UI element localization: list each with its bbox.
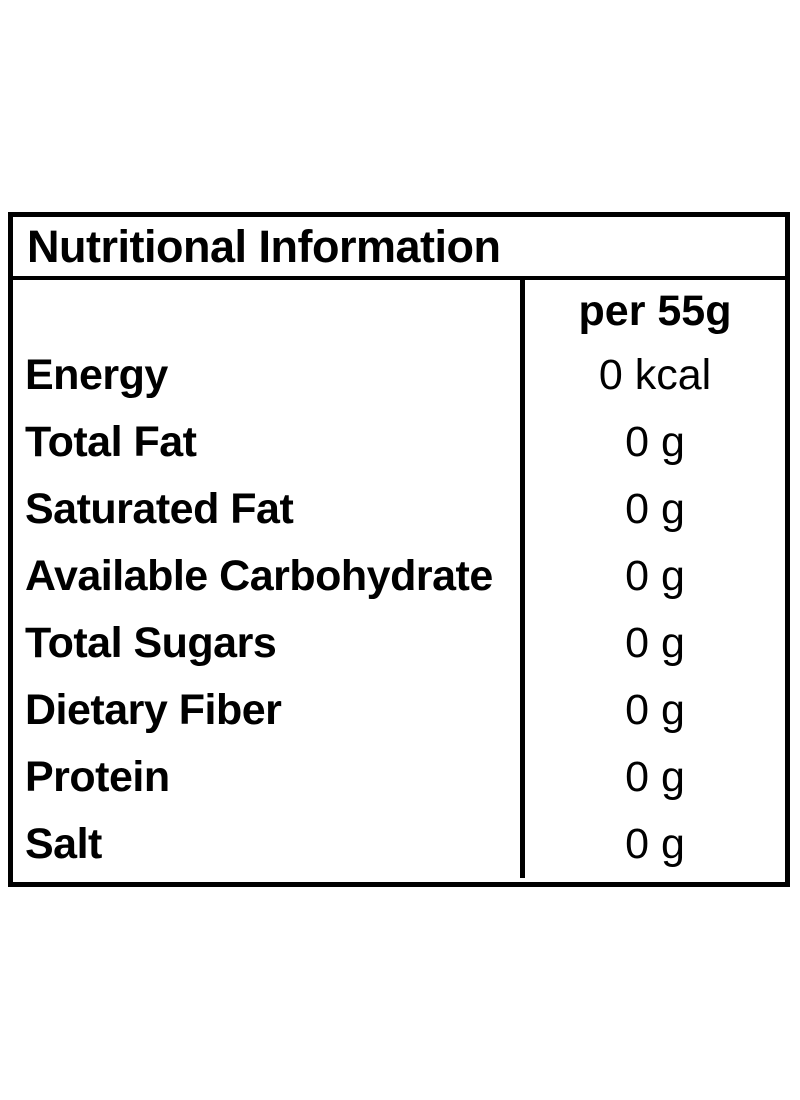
row-value-available-carbohydrate: 0 g xyxy=(520,543,785,610)
row-value-total-sugars: 0 g xyxy=(520,610,785,677)
row-label-salt: Salt xyxy=(25,820,102,868)
table-row-available-carbohydrate: Available Carbohydrate 0 g xyxy=(13,543,785,610)
table-row-saturated-fat: Saturated Fat 0 g xyxy=(13,476,785,543)
table-row-total-sugars: Total Sugars 0 g xyxy=(13,610,785,677)
table-title: Nutritional Information xyxy=(27,220,501,272)
nutrition-facts-table: Nutritional Information per 55g Energy 0… xyxy=(8,212,790,887)
table-header-row: per 55g xyxy=(13,280,785,342)
row-value-dietary-fiber: 0 g xyxy=(520,677,785,744)
row-value-energy: 0 kcal xyxy=(520,342,785,409)
row-value-protein: 0 g xyxy=(520,744,785,811)
row-value-salt: 0 g xyxy=(520,811,785,878)
row-label-total-sugars: Total Sugars xyxy=(25,619,277,667)
header-label-cell-empty xyxy=(13,280,520,342)
table-row-dietary-fiber: Dietary Fiber 0 g xyxy=(13,677,785,744)
row-value-saturated-fat: 0 g xyxy=(520,476,785,543)
row-label-saturated-fat: Saturated Fat xyxy=(25,485,294,533)
row-label-protein: Protein xyxy=(25,753,170,801)
table-row-total-fat: Total Fat 0 g xyxy=(13,409,785,476)
table-title-row: Nutritional Information xyxy=(13,217,785,280)
table-body: per 55g Energy 0 kcal Total Fat 0 g Satu… xyxy=(13,280,785,882)
table-row-protein: Protein 0 g xyxy=(13,744,785,811)
row-label-total-fat: Total Fat xyxy=(25,418,197,466)
row-value-total-fat: 0 g xyxy=(520,409,785,476)
row-label-energy: Energy xyxy=(25,351,168,399)
table-row-energy: Energy 0 kcal xyxy=(13,342,785,409)
row-label-dietary-fiber: Dietary Fiber xyxy=(25,686,282,734)
row-label-available-carbohydrate: Available Carbohydrate xyxy=(25,552,493,600)
column-header-per-55g: per 55g xyxy=(520,280,785,342)
table-row-salt: Salt 0 g xyxy=(13,811,785,878)
